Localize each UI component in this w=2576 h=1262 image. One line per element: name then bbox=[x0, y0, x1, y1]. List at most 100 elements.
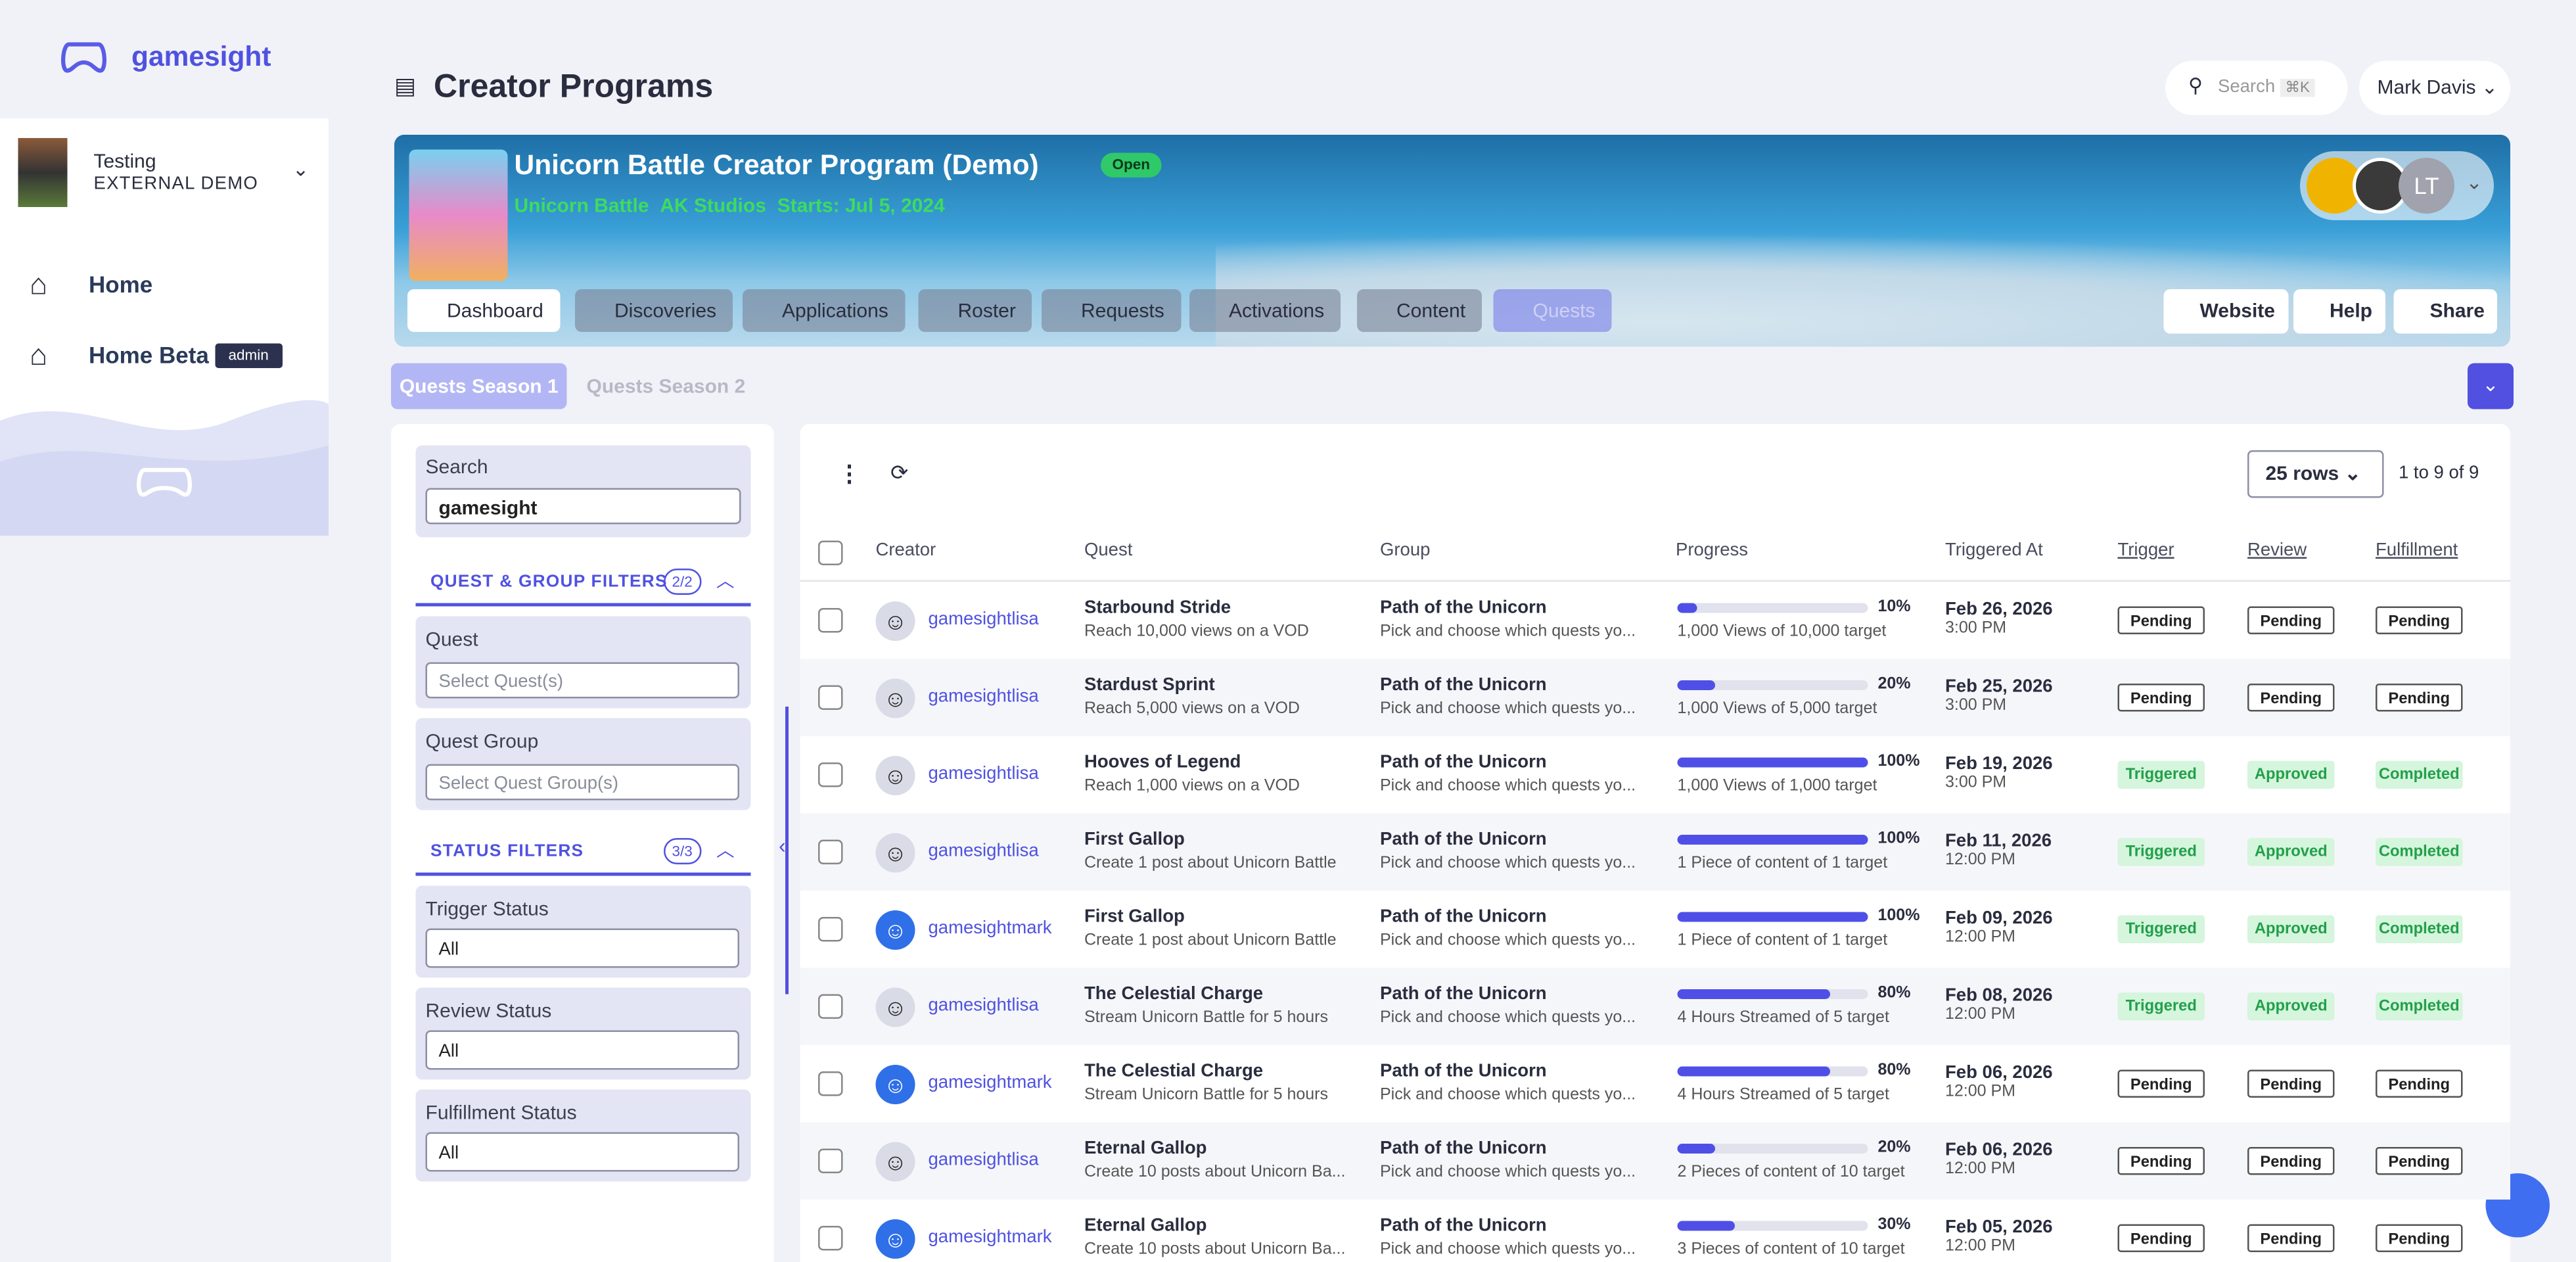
action-button[interactable]: Help bbox=[2293, 289, 2386, 334]
creator-name[interactable]: gamesightlisa bbox=[928, 996, 1039, 1016]
season-tab-active[interactable]: Quests Season 1 bbox=[391, 363, 567, 409]
more-menu[interactable]: ⋮ bbox=[838, 460, 861, 486]
group-desc: Pick and choose which quests yo... bbox=[1380, 854, 1636, 873]
fulfillment-status: Completed bbox=[2376, 993, 2463, 1021]
triggered-time: 12:00 PM bbox=[1945, 1006, 2016, 1024]
triggered-date: Feb 06, 2026 bbox=[1945, 1140, 2053, 1160]
creator-name[interactable]: gamesightmark bbox=[928, 1073, 1052, 1093]
column-header[interactable]: Creator bbox=[875, 540, 936, 561]
sidebar: gamesight Testing EXTERNAL DEMO ⌄ ⌂ Home… bbox=[0, 0, 329, 1262]
status-badge: Open bbox=[1101, 152, 1162, 177]
select-all[interactable] bbox=[818, 540, 843, 565]
team-avatars[interactable]: LT ⌄ bbox=[2300, 151, 2494, 220]
column-header[interactable]: Quest bbox=[1084, 540, 1133, 561]
page-icon: ▤ bbox=[394, 72, 417, 99]
progress-bar bbox=[1677, 835, 1868, 845]
row-checkbox[interactable] bbox=[818, 917, 843, 942]
program-tab[interactable]: Requests bbox=[1042, 289, 1181, 332]
nav-home[interactable]: Home bbox=[89, 271, 153, 298]
program-tab[interactable]: Applications bbox=[743, 289, 905, 332]
group-desc: Pick and choose which quests yo... bbox=[1380, 700, 1636, 718]
quest-name: Eternal Gallop bbox=[1084, 1216, 1207, 1236]
filter-label: Trigger Status bbox=[425, 897, 549, 920]
creator-name[interactable]: gamesightlisa bbox=[928, 687, 1039, 707]
row-checkbox[interactable] bbox=[818, 762, 843, 787]
review-status: Pending bbox=[2247, 1069, 2335, 1098]
trigger-status: Triggered bbox=[2117, 993, 2205, 1021]
creator-name[interactable]: gamesightlisa bbox=[928, 841, 1039, 861]
action-button[interactable]: Share bbox=[2393, 289, 2498, 334]
refresh[interactable]: ⟳ bbox=[890, 460, 909, 485]
org-toggle[interactable]: ⌄ bbox=[292, 158, 310, 181]
row-checkbox[interactable] bbox=[818, 685, 843, 710]
progress-desc: 1 Piece of content of 1 target bbox=[1677, 931, 1888, 950]
filter-underline bbox=[415, 603, 751, 607]
fulfillment-status: Pending bbox=[2376, 684, 2463, 712]
home-icon: ⌂ bbox=[30, 268, 48, 301]
column-header[interactable]: Fulfillment bbox=[2376, 540, 2458, 561]
action-button[interactable]: Website bbox=[2163, 289, 2288, 334]
quest-name: Hooves of Legend bbox=[1084, 753, 1241, 772]
program-image bbox=[409, 149, 508, 281]
creator-name[interactable]: gamesightlisa bbox=[928, 764, 1039, 784]
trigger-status: Triggered bbox=[2117, 915, 2205, 943]
creator-name[interactable]: gamesightmark bbox=[928, 918, 1052, 939]
row-checkbox[interactable] bbox=[818, 1226, 843, 1251]
search-input[interactable]: gamesight bbox=[425, 488, 741, 525]
season-tab[interactable]: Quests Season 2 bbox=[586, 375, 746, 398]
program-tab[interactable]: Dashboard bbox=[407, 289, 560, 332]
decoration bbox=[0, 400, 329, 536]
progress-bar bbox=[1677, 1066, 1830, 1077]
program-tab[interactable]: Quests bbox=[1493, 289, 1612, 332]
search[interactable]: ⚲ Search ⌘K bbox=[2165, 60, 2348, 115]
row-band bbox=[800, 968, 2510, 1045]
filter-input[interactable]: Select Quest(s) bbox=[425, 662, 739, 699]
progress-label: 100% bbox=[1877, 907, 1920, 925]
org-name: Testing bbox=[93, 149, 156, 173]
creator-name[interactable]: gamesightmark bbox=[928, 1227, 1052, 1248]
meta-start: Starts: Jul 5, 2024 bbox=[777, 194, 945, 217]
row-checkbox[interactable] bbox=[818, 1148, 843, 1173]
collapse-toggle[interactable]: ‹ bbox=[779, 833, 786, 858]
filter-input[interactable]: Select Quest Group(s) bbox=[425, 764, 739, 801]
column-header[interactable]: Trigger bbox=[2117, 540, 2174, 561]
collapse-line bbox=[785, 707, 789, 994]
progress-label: 80% bbox=[1877, 984, 1911, 1003]
nav-home-beta[interactable]: Home Beta bbox=[89, 342, 209, 368]
triggered-date: Feb 11, 2026 bbox=[1945, 831, 2052, 851]
program-tab[interactable]: Roster bbox=[918, 289, 1032, 332]
page-title: Creator Programs bbox=[434, 69, 714, 105]
user-menu[interactable]: Mark Davis ⌄ bbox=[2359, 60, 2510, 115]
trigger-status: Triggered bbox=[2117, 760, 2205, 789]
program-tab[interactable]: Activations bbox=[1189, 289, 1341, 332]
group-name: Path of the Unicorn bbox=[1380, 1216, 1547, 1236]
column-header[interactable]: Review bbox=[2247, 540, 2307, 561]
progress-desc: 1,000 Views of 5,000 target bbox=[1677, 700, 1877, 718]
row-checkbox[interactable] bbox=[818, 608, 843, 633]
group-desc: Pick and choose which quests yo... bbox=[1380, 1240, 1636, 1259]
progress-bar bbox=[1677, 1144, 1716, 1154]
creator-name[interactable]: gamesightlisa bbox=[928, 609, 1039, 630]
progress-desc: 1 Piece of content of 1 target bbox=[1677, 854, 1888, 873]
filter-collapse[interactable]: ︿ bbox=[716, 841, 735, 861]
program-tab[interactable]: Content bbox=[1357, 289, 1483, 332]
quest-desc: Reach 1,000 views on a VOD bbox=[1084, 777, 1300, 796]
org-image bbox=[18, 138, 68, 207]
filter-select[interactable]: All bbox=[425, 928, 739, 968]
row-checkbox[interactable] bbox=[818, 1071, 843, 1096]
program-tab[interactable]: Discoveries bbox=[575, 289, 733, 332]
column-header[interactable]: Progress bbox=[1676, 540, 1749, 561]
column-header[interactable]: Group bbox=[1380, 540, 1431, 561]
rows-select[interactable]: 25 rows ⌄ bbox=[2247, 450, 2384, 498]
filter-select[interactable]: All bbox=[425, 1030, 739, 1070]
filter-select[interactable]: All bbox=[425, 1132, 739, 1172]
triggered-date: Feb 09, 2026 bbox=[1945, 908, 2053, 929]
creator-name[interactable]: gamesightlisa bbox=[928, 1150, 1039, 1170]
progress-track bbox=[1677, 680, 1868, 690]
season-menu[interactable]: ⌄ bbox=[2468, 363, 2514, 409]
column-header[interactable]: Triggered At bbox=[1945, 540, 2043, 561]
row-checkbox[interactable] bbox=[818, 994, 843, 1019]
group-name: Path of the Unicorn bbox=[1380, 907, 1547, 927]
filter-collapse[interactable]: ︿ bbox=[716, 572, 735, 592]
row-checkbox[interactable] bbox=[818, 839, 843, 864]
